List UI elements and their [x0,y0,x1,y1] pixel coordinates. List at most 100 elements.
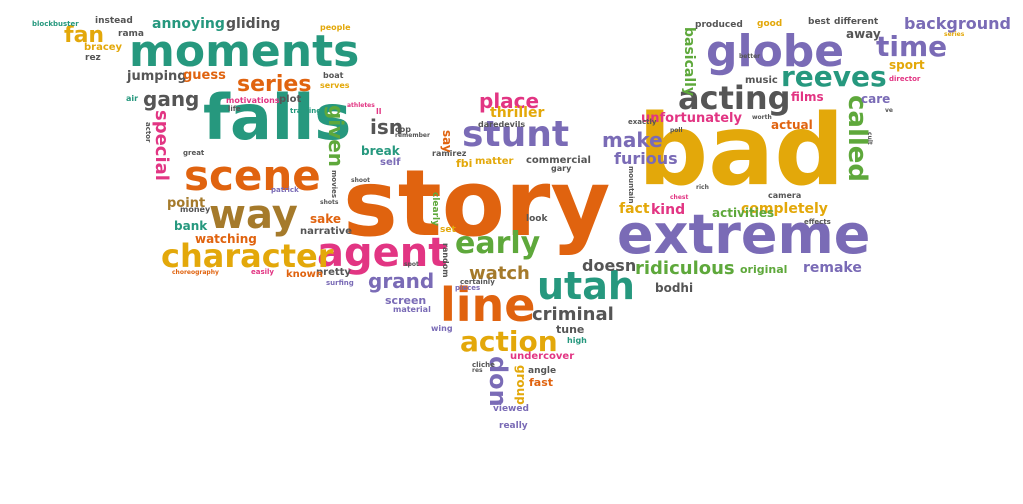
word-background: background [904,14,1011,33]
word-remake: remake [803,260,862,276]
word-air: air [126,94,139,103]
word-movies: movies [330,170,338,198]
word-rich: rich [696,184,709,191]
word-viewed: viewed [493,404,529,414]
word-set: set [440,225,456,235]
word-doesn: doesn [582,256,637,275]
word-clearly: clearly [430,192,440,226]
word-poll: poll [670,127,683,134]
word-res: res [472,367,483,374]
word-bracey: bracey [84,42,123,53]
word-fast: fast [529,376,554,389]
word-screen: screen [385,294,427,307]
word-fan: fan [64,23,105,48]
word-rama: rama [118,29,144,39]
word-mountain: mountain [627,166,635,204]
word-actor: actor [144,122,152,143]
word-bank: bank [174,219,208,233]
word-worth: worth [752,114,772,121]
word-break: break [361,144,400,158]
word-blockbuster: blockbuster [32,20,79,28]
word-camera: camera [768,191,802,200]
word-wing: wing [431,324,453,333]
word-instead: instead [95,16,133,26]
word-really: really [499,421,528,431]
word-annoying: annoying [152,16,225,32]
word-undercover: undercover [510,351,575,362]
word-spot: spot [404,261,419,268]
word-better: better [739,53,761,60]
word-shots: shots [320,199,339,206]
word-high: high [567,336,587,345]
word-sport: sport [889,58,925,72]
word-bad: bad [638,94,845,208]
word-watching: watching [195,232,257,246]
word-athletes: athletes [347,102,375,109]
word-reeves: reeves [781,60,887,93]
word-utah: utah [537,264,635,308]
word-criminal: criminal [532,304,614,325]
word-training: training [290,107,322,115]
word-watch: watch [469,263,530,284]
word-life: life [228,105,241,113]
word-commercial: commercial [526,155,591,166]
word-effects: effects [804,218,831,226]
word-random: random [441,243,450,278]
word-thriller: thriller [490,105,545,121]
word-rez: rez [85,53,101,63]
word-choreography: choreography [172,269,219,276]
word-given: given [324,105,348,168]
word-jumping: jumping [127,69,187,84]
word-grand: grand [368,269,435,293]
word-story: story [343,150,611,257]
word-music: music [745,75,778,86]
word-self: self [380,157,401,168]
word-fbi: fbi [456,157,473,170]
word-point: point [167,196,206,211]
word-line: line [440,278,536,332]
word-money: money [180,205,211,214]
word-films: films [791,90,824,104]
word-daredevils: daredevils [478,120,526,129]
word-material: material [393,305,431,314]
word-cliche: cliche [472,361,495,369]
word-make: make [602,128,663,152]
word-cop: cop [395,125,411,134]
word-tune: tune [556,323,585,336]
word-acting: acting [678,79,791,117]
word-gary: gary [551,164,572,173]
word-easily: easily [251,268,274,276]
word-ridiculous: ridiculous [635,258,735,279]
word-group: group [514,365,528,405]
word-early: early [455,226,541,261]
word-place: place [479,89,540,113]
word-ll: ll [376,107,382,116]
word-shoot: shoot [351,177,370,184]
word-basically: basically [681,27,697,97]
word-ramirez: ramirez [432,149,467,158]
word-ve: ve [885,107,893,114]
word-people: people [320,23,351,32]
word-chest: chest [670,194,689,201]
word-furious: furious [614,149,678,168]
word-narrative: narrative [300,226,352,237]
word-patrick: patrick [271,186,299,194]
word-series: series [237,72,312,97]
word-character: character [161,237,334,275]
word-boat: boat [323,71,344,80]
word-unfortunately: unfortunately [641,111,742,126]
word-scene: scene [184,151,321,200]
word-good: good [757,19,783,29]
word-bodhi: bodhi [655,281,694,295]
word-pretty: pretty [316,267,351,278]
word-great: great [183,149,205,157]
word-moments: moments [129,26,360,77]
word-remember: remember [395,132,430,139]
word-surfing: surfing [326,279,354,287]
word-away: away [846,27,881,41]
word-exactly: exactly [628,118,657,126]
word-sake: sake [310,212,342,226]
word-different: different [834,17,879,27]
word-produced: produced [695,20,743,30]
